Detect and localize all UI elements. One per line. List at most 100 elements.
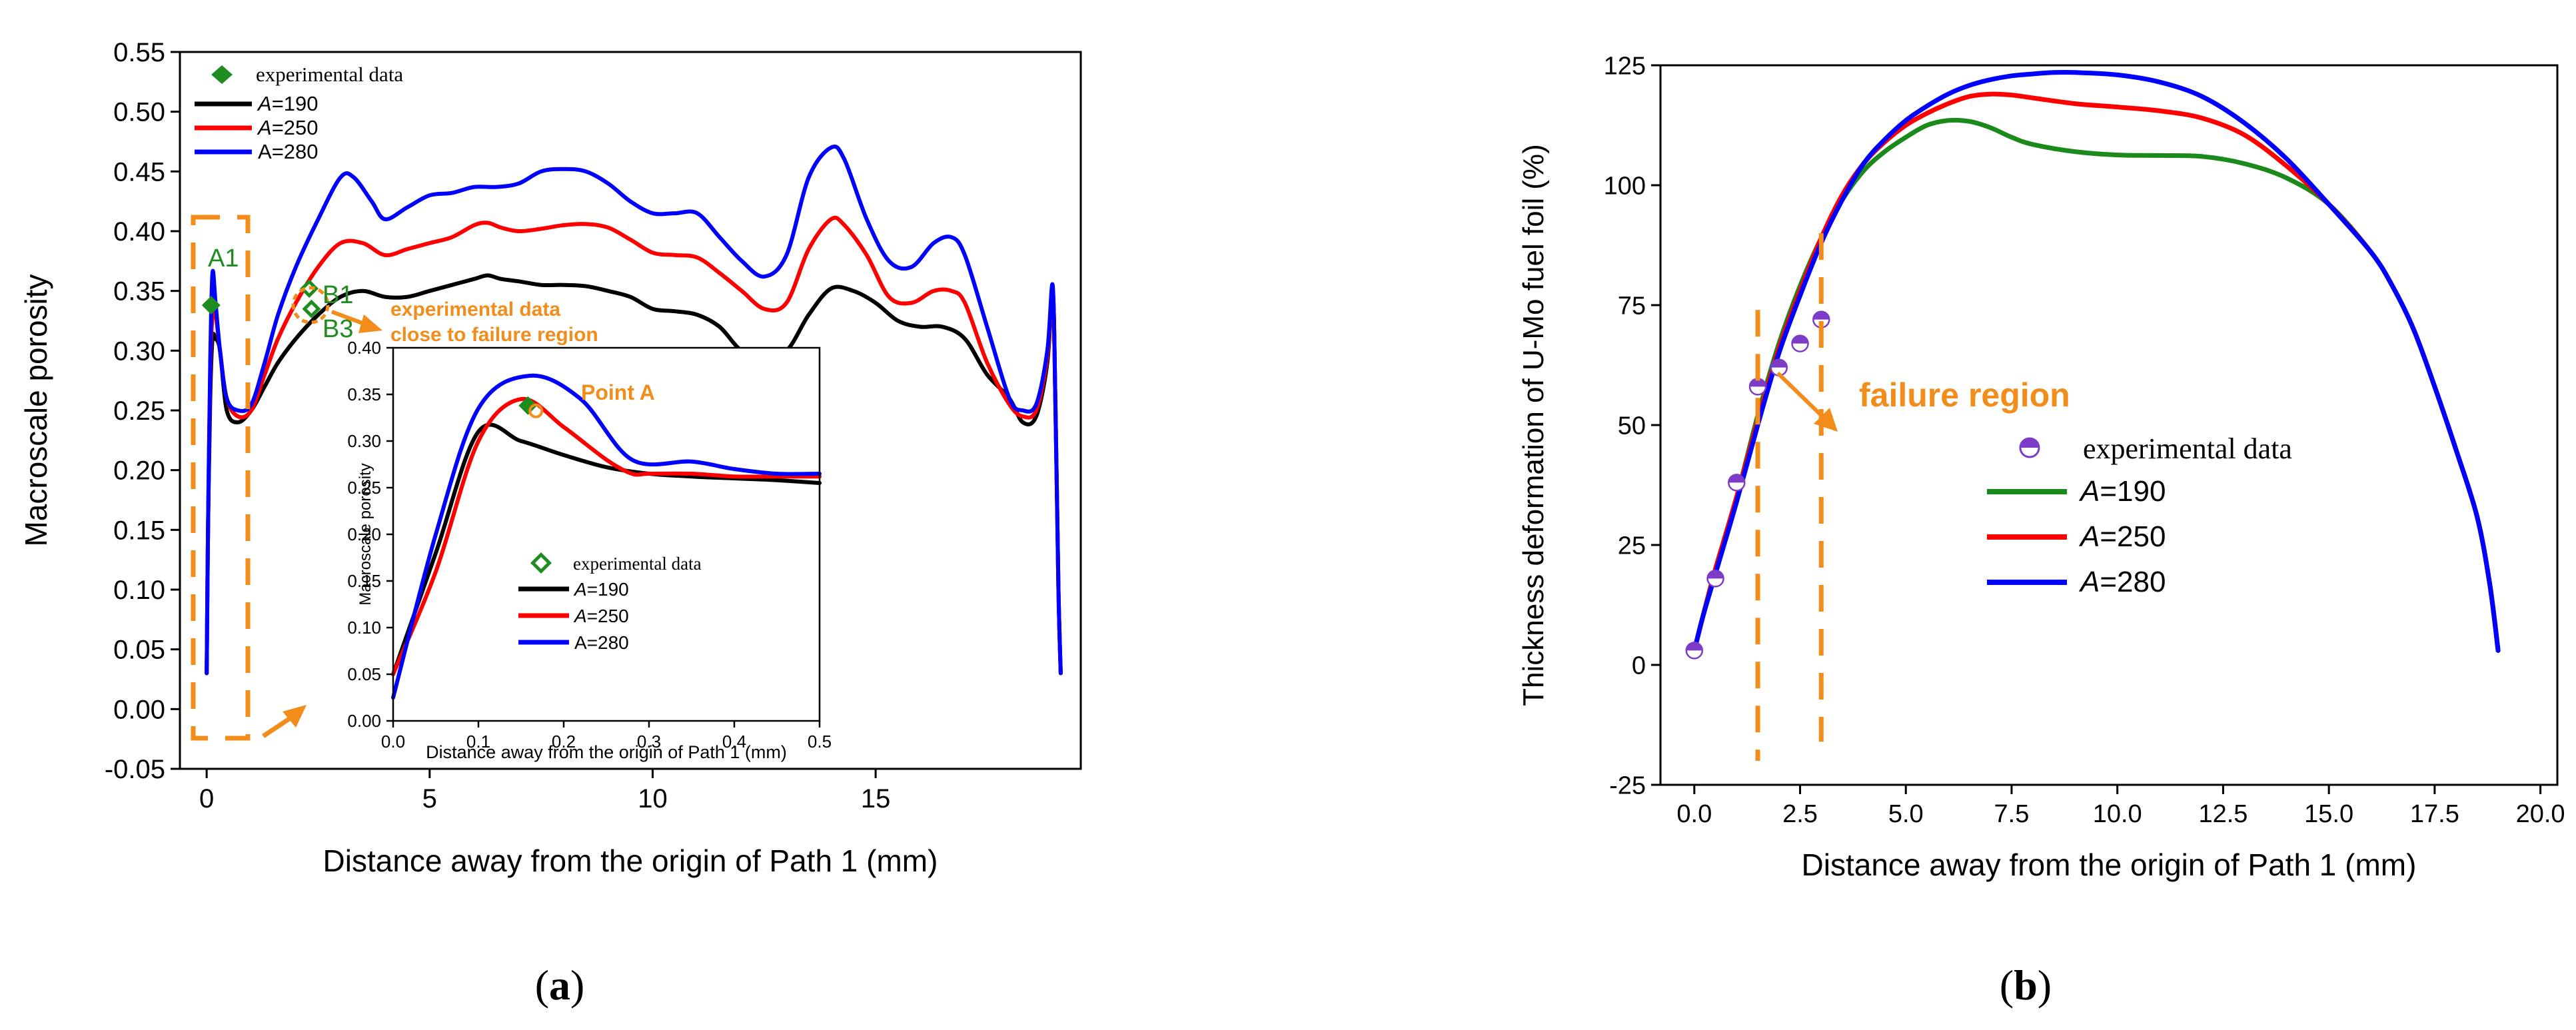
- panel-a-inset: 0.0 0.1 0.2 0.3 0.4 0.5 0.00 0.05 0.10 0.15 0.20 0.…: [347, 338, 832, 762]
- y-tick-label: 0.25: [113, 396, 165, 426]
- legend-a-experimental-label: experimental data: [256, 63, 403, 86]
- y-tick-label: 25: [1618, 532, 1646, 560]
- x-tick-label: 0: [199, 784, 214, 813]
- panel-a-b-circle: [291, 286, 330, 324]
- y-tick-label: 0.05: [347, 664, 381, 684]
- panel-b-ticks: 0.0 2.5 5.0 7.5 10.0 12.5 15.0 17.5 20.0 -25 0 25 50…: [1604, 52, 2565, 828]
- experimental-point-marker: [1728, 474, 1746, 492]
- x-tick-label: 2.5: [1782, 800, 1818, 828]
- experimental-point-marker-inner: [307, 304, 317, 314]
- y-tick-label: 125: [1604, 52, 1646, 80]
- panel-a-ylabel: Macroscale porosity: [19, 274, 53, 546]
- y-tick-label: 0.35: [347, 384, 381, 404]
- x-tick-label: 17.5: [2410, 800, 2459, 828]
- series-line-a-250: [205, 215, 1063, 676]
- panel-b-xlabel: Distance away from the origin of Path 1 …: [1802, 847, 2417, 882]
- failure-region-label: failure region: [1859, 376, 2070, 414]
- panel-a-caption: (a): [535, 961, 585, 1009]
- legend-inset-label-190: A=190: [573, 579, 629, 600]
- experimental-point-marker: [201, 296, 221, 315]
- x-tick-label: 20.0: [2516, 800, 2565, 828]
- panel-a-note-line2: close to failure region: [390, 324, 598, 346]
- inset-ylabel: Macroscale porosity: [356, 463, 374, 605]
- y-tick-label: 50: [1618, 412, 1646, 440]
- y-tick-label: 0.30: [113, 336, 165, 366]
- y-tick-label: 0.15: [347, 571, 381, 591]
- x-tick-label: 0.1: [466, 732, 490, 752]
- panel-a-annotation-b1: B1: [322, 281, 353, 309]
- series-line-a-280: [391, 373, 822, 700]
- experimental-point-marker: [1791, 334, 1809, 352]
- x-tick-label: 10.0: [2093, 800, 2142, 828]
- inset-legend: experimental data A=190 A=250 A=280: [518, 552, 702, 653]
- panel-b-plot-frame: [1659, 64, 2559, 786]
- x-tick-label: 0.0: [1676, 800, 1712, 828]
- y-tick-label: 0.30: [347, 431, 381, 451]
- y-tick-label: 75: [1618, 292, 1646, 320]
- x-tick-label: 15.0: [2304, 800, 2353, 828]
- experimental-point-marker: [1770, 358, 1788, 376]
- x-tick-label: 5.0: [1888, 800, 1924, 828]
- panel-a-a1-dashed-box: [191, 215, 251, 741]
- x-tick-label: 0.3: [637, 732, 661, 752]
- inset-background: [393, 348, 820, 721]
- y-tick-label: 0.05: [113, 636, 165, 665]
- series-line-a-250: [391, 396, 822, 676]
- y-tick-label: 0.00: [347, 711, 381, 731]
- y-tick-label: 0.00: [113, 695, 165, 724]
- x-tick-label: 0.0: [381, 732, 405, 752]
- failure-region-arrow-head: [1814, 408, 1838, 432]
- legend-b-label-250: A=250: [2078, 520, 2166, 553]
- x-tick-label: 0.2: [552, 732, 576, 752]
- y-tick-label: 0.15: [113, 516, 165, 545]
- y-tick-label: 0.40: [347, 338, 381, 358]
- legend-b-experimental-label: experimental data: [2083, 432, 2292, 465]
- inset-annotation-point-a: Point A: [581, 380, 655, 404]
- panel-b-legend: experimental data A=190 A=250 A=280: [1987, 432, 2292, 598]
- y-tick-label: 0.40: [113, 217, 165, 247]
- y-tick-label: 0.20: [113, 456, 165, 486]
- legend-a-label-190: A=190: [257, 92, 319, 115]
- series-line-a-280: [205, 144, 1063, 676]
- panel-a-note-line1: experimental data: [390, 298, 560, 320]
- y-tick-label: 0.55: [113, 38, 165, 67]
- panel-b-caption: (b): [2000, 961, 2052, 1009]
- x-tick-label: 12.5: [2198, 800, 2248, 828]
- x-tick-label: 15: [861, 784, 891, 813]
- experimental-point-marker: [518, 396, 538, 415]
- x-tick-label: 0.5: [808, 732, 832, 752]
- panel-a-legend: experimental data A=190 A=250 A=280: [195, 63, 403, 163]
- y-tick-label: 0.50: [113, 98, 165, 127]
- panel-b-series: [1685, 69, 2501, 660]
- y-tick-label: 0.45: [113, 157, 165, 187]
- y-tick-label: 0.10: [113, 576, 165, 605]
- point-a-highlight: [528, 403, 544, 418]
- inset-series: [391, 373, 822, 700]
- legend-inset-experimental-label: experimental data: [573, 554, 702, 574]
- y-tick-label: 100: [1604, 172, 1646, 200]
- inset-ticks: 0.0 0.1 0.2 0.3 0.4 0.5 0.00 0.05 0.10 0.15 0.20 0.…: [347, 338, 832, 752]
- panel-a-xlabel: Distance away from the origin of Path 1 …: [323, 843, 938, 878]
- panel-a-note-arrow-head: [358, 314, 382, 333]
- legend-inset-label-250: A=250: [573, 606, 629, 626]
- y-tick-label: -0.05: [105, 755, 165, 784]
- x-tick-label: 0.4: [722, 732, 746, 752]
- series-line-a-280: [1692, 69, 2501, 653]
- x-tick-label: 10: [638, 784, 668, 813]
- legend-a-label-280: A=280: [258, 140, 319, 163]
- panel-b-ylabel: Thickness deformation of U-Mo fuel foil …: [1517, 144, 1550, 706]
- panel-a-plot-frame: [179, 51, 1082, 770]
- y-tick-label: 0.20: [347, 524, 381, 544]
- y-tick-label: 0.10: [347, 618, 381, 638]
- legend-a-label-250: A=250: [257, 116, 319, 139]
- y-tick-label: 0.25: [347, 478, 381, 498]
- experimental-point-marker: [1706, 570, 1724, 588]
- inset-plot-frame: [392, 346, 821, 722]
- x-tick-label: 7.5: [1994, 800, 2030, 828]
- y-tick-label: 0.35: [113, 277, 165, 306]
- failure-region-arrow-line: [1776, 371, 1824, 418]
- legend-b-experimental-marker: [2019, 437, 2040, 458]
- y-tick-label: -25: [1609, 772, 1646, 799]
- panel-a-series: [201, 144, 1063, 676]
